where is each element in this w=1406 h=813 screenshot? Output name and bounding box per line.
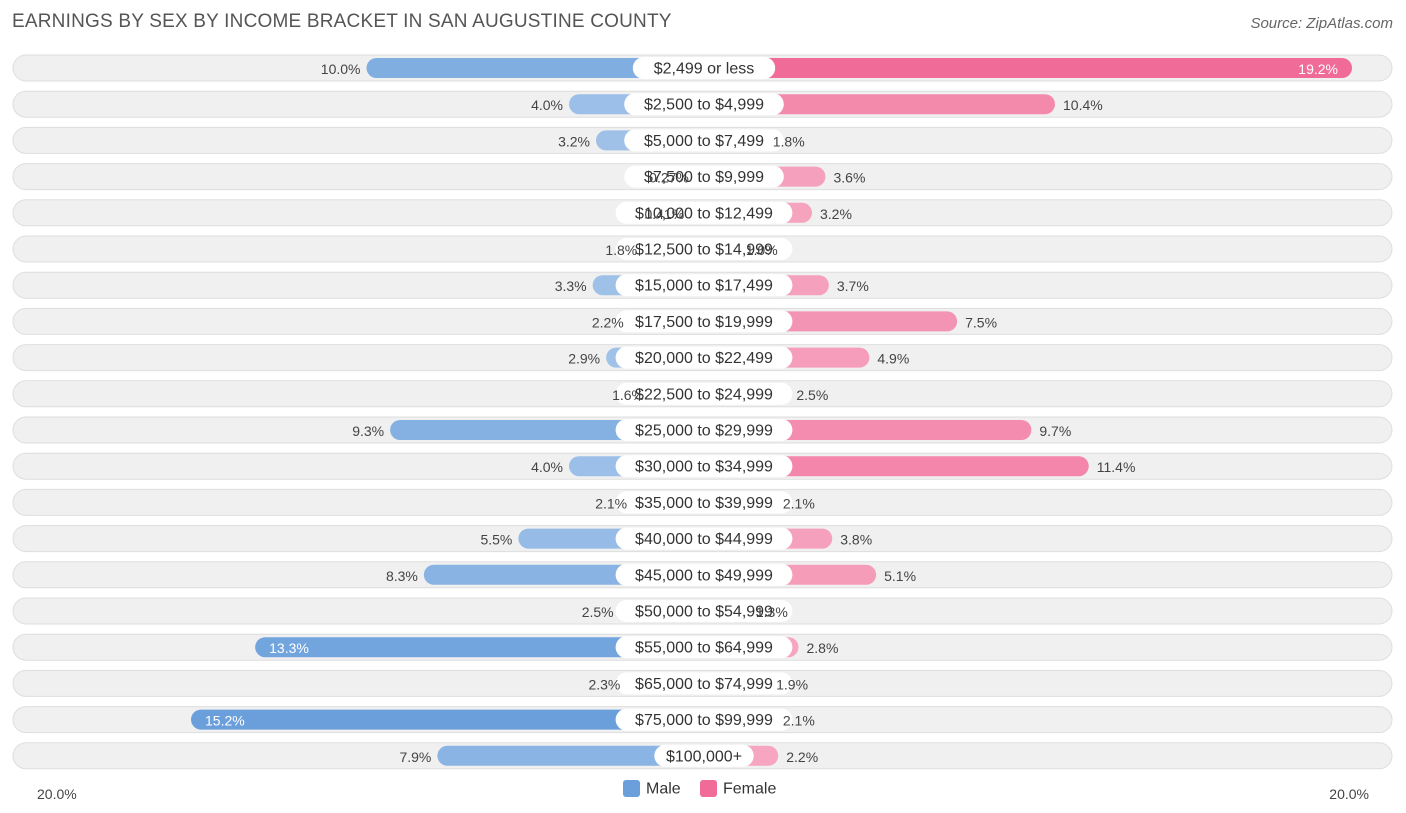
male-bar: [437, 745, 704, 766]
female-value-label: 2.5%: [796, 387, 828, 403]
category-label: $2,500 to $4,999: [644, 97, 764, 114]
female-value-label: 3.2%: [820, 206, 852, 222]
legend-label-male: Male: [646, 781, 681, 798]
male-value-label: 2.5%: [582, 604, 614, 620]
male-value-label: 1.8%: [605, 242, 637, 258]
category-label: $12,500 to $14,999: [635, 242, 773, 259]
female-value-label: 1.9%: [776, 676, 808, 692]
male-value-label: 5.5%: [480, 532, 512, 548]
category-pill: [615, 563, 793, 586]
category-pill: [615, 455, 793, 478]
category-pill: [615, 382, 793, 405]
category-pill: [654, 744, 754, 767]
category-pill: [615, 672, 793, 695]
category-label: $100,000+: [666, 748, 742, 765]
legend-swatch-female: [700, 780, 717, 797]
male-value-label: 15.2%: [205, 713, 245, 729]
category-label: $2,499 or less: [654, 61, 755, 78]
female-value-label: 3.6%: [834, 170, 866, 186]
male-value-label: 2.2%: [592, 314, 624, 330]
male-value-label: 4.0%: [531, 459, 563, 475]
male-value-label: 0.27%: [649, 170, 689, 186]
category-pill: [615, 346, 793, 369]
male-value-label: 13.3%: [269, 640, 309, 656]
axis-max-label: 20.0%: [1329, 786, 1369, 802]
female-value-label: 2.8%: [807, 640, 839, 656]
category-pill: [615, 238, 793, 260]
male-value-label: 3.2%: [558, 133, 590, 149]
legend-label-female: Female: [723, 781, 776, 798]
male-bar: [255, 637, 704, 658]
female-value-label: 10.4%: [1063, 97, 1103, 113]
category-label: $15,000 to $17,499: [635, 278, 773, 295]
category-label: $17,500 to $19,999: [635, 314, 773, 331]
female-value-label: 2.1%: [783, 713, 815, 729]
category-label: $7,500 to $9,999: [644, 169, 764, 186]
male-value-label: 1.6%: [612, 387, 644, 403]
category-pill: [615, 274, 793, 297]
source-note: Source: ZipAtlas.com: [1250, 15, 1393, 32]
female-bar: [704, 58, 1352, 78]
category-label: $45,000 to $49,999: [635, 567, 773, 584]
male-bar: [191, 709, 704, 730]
male-value-label: 10.0%: [321, 61, 361, 77]
category-label: $65,000 to $74,999: [635, 676, 773, 693]
category-pill: [615, 636, 793, 659]
female-value-label: 7.5%: [965, 314, 997, 330]
category-pill: [615, 527, 793, 550]
category-pill: [615, 201, 793, 224]
female-bar: [704, 94, 1055, 115]
male-value-label: 0.41%: [644, 206, 684, 222]
female-value-label: 9.7%: [1039, 423, 1071, 439]
female-value-label: 3.7%: [837, 278, 869, 294]
category-pill: [624, 129, 784, 152]
axis-min-label: 20.0%: [37, 786, 77, 802]
male-value-label: 4.0%: [531, 97, 563, 113]
female-value-label: 3.8%: [840, 532, 872, 548]
female-value-label: 2.1%: [783, 495, 815, 511]
category-pill: [615, 708, 793, 731]
category-label: $35,000 to $39,999: [635, 495, 773, 512]
category-label: $55,000 to $64,999: [635, 640, 773, 657]
category-label: $40,000 to $44,999: [635, 531, 773, 548]
category-pill: [615, 491, 793, 514]
category-pill: [615, 310, 793, 333]
male-value-label: 8.3%: [386, 568, 418, 584]
category-label: $5,000 to $7,499: [644, 133, 764, 150]
male-value-label: 2.3%: [588, 676, 620, 692]
category-label: $50,000 to $54,999: [635, 604, 773, 621]
male-value-label: 2.1%: [595, 495, 627, 511]
female-value-label: 19.2%: [1298, 61, 1338, 77]
female-value-label: 5.1%: [884, 568, 916, 584]
male-bar: [366, 58, 704, 78]
category-pill: [632, 57, 776, 79]
category-label: $10,000 to $12,499: [635, 205, 773, 222]
female-value-label: 1.0%: [746, 242, 778, 258]
male-value-label: 3.3%: [555, 278, 587, 294]
female-bar: [704, 456, 1089, 477]
female-value-label: 2.2%: [786, 749, 818, 765]
category-pill: [615, 419, 793, 441]
category-label: $75,000 to $99,999: [635, 712, 773, 729]
male-value-label: 2.9%: [568, 351, 600, 367]
category-pill: [624, 93, 784, 116]
category-label: $20,000 to $22,499: [635, 350, 773, 367]
legend-swatch-male: [623, 780, 640, 797]
category-label: $25,000 to $29,999: [635, 423, 773, 440]
female-value-label: 4.9%: [877, 351, 909, 367]
category-label: $30,000 to $34,999: [635, 459, 773, 476]
female-value-label: 1.3%: [756, 604, 788, 620]
male-value-label: 7.9%: [399, 749, 431, 765]
category-label: $22,500 to $24,999: [635, 386, 773, 403]
male-value-label: 9.3%: [352, 423, 384, 439]
category-pill: [624, 165, 784, 188]
female-value-label: 11.4%: [1097, 459, 1136, 475]
chart-title: EARNINGS BY SEX BY INCOME BRACKET IN SAN…: [12, 11, 672, 32]
category-pill: [615, 600, 793, 622]
female-value-label: 1.8%: [773, 133, 805, 149]
